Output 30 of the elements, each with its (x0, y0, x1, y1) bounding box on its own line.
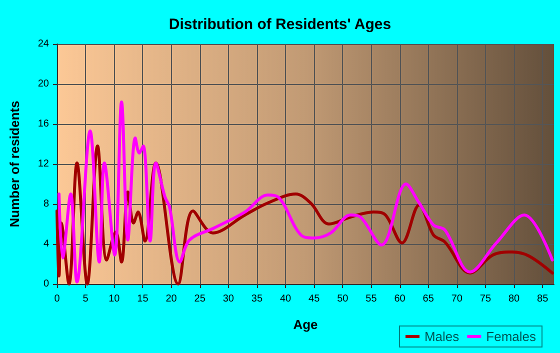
y-tick-label: 8 (43, 198, 50, 210)
x-tick-label: 60 (394, 294, 406, 304)
x-tick-label: 75 (480, 294, 492, 304)
x-tick-label: 80 (508, 294, 520, 304)
x-tick-label: 20 (166, 294, 178, 304)
x-tick-label: 0 (54, 294, 60, 304)
y-axis-title: Number of residents (7, 100, 22, 228)
x-tick-label: 85 (537, 294, 549, 304)
y-tick-label: 4 (43, 238, 50, 250)
x-tick-label: 45 (308, 294, 320, 304)
legend-label: Females (486, 329, 536, 344)
x-tick-label: 40 (280, 294, 292, 304)
y-tick-label: 0 (43, 278, 50, 290)
x-tick-label: 25 (194, 294, 206, 304)
x-tick-label: 30 (222, 294, 234, 304)
x-tick-label: 70 (451, 294, 463, 304)
x-tick-label: 35 (251, 294, 263, 304)
x-tick-label: 55 (366, 294, 378, 304)
y-tick-label: 20 (38, 78, 50, 90)
x-tick-label: 5 (82, 294, 89, 304)
x-tick-label: 15 (137, 294, 149, 304)
x-axis-title: Age (293, 317, 318, 332)
legend-label: Males (424, 329, 460, 344)
x-tick-label: 10 (108, 294, 120, 304)
y-tick-label: 24 (38, 38, 50, 50)
chart-title: Distribution of Residents' Ages (168, 16, 392, 33)
y-tick-label: 12 (38, 158, 50, 170)
x-tick-label: 50 (337, 294, 349, 304)
x-tick-label: 65 (422, 294, 434, 304)
y-tick-label: 16 (38, 118, 50, 130)
